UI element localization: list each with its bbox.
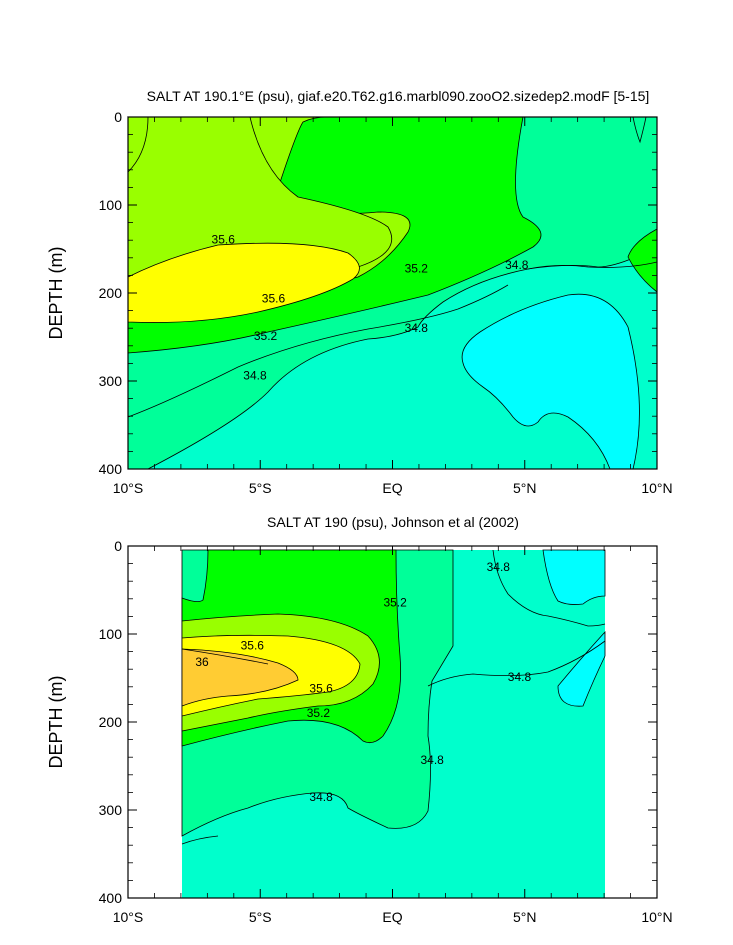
y-tick-label: 0 [114,109,122,125]
contour-label: 34.8 [505,258,529,272]
y-tick-label: 100 [99,626,123,642]
contour-labels: 35.6 36 35.6 35.2 34.8 35.2 34.8 34.8 34.8 [195,560,532,804]
fill-35.2-right [627,228,658,293]
y-tick-labels: 0 100 200 300 400 [99,109,123,477]
x-tick-label: 10°S [113,909,144,925]
fill-35.6 [127,242,360,323]
plot-area: 35.6 36 35.6 35.2 34.8 35.2 34.8 34.8 34.8 [127,545,658,899]
contour-label: 35.6 [309,682,333,696]
y-tick-label: 300 [99,373,123,389]
plot-area: 35.6 35.6 35.2 34.8 35.2 34.8 34.8 [127,116,658,470]
x-tick-labels: 10°S 5°S EQ 5°N 10°N [113,909,673,925]
x-tick-label: 5°S [249,480,272,496]
contour-label: 35.2 [383,595,407,609]
y-axis-label: DEPTH (m) [46,247,66,340]
fill-34.6-ne [542,549,606,605]
contour-label: 36 [195,655,209,669]
fill-34.6-east [557,630,606,707]
x-tick-label: EQ [382,480,402,496]
contour-label: 35.6 [262,291,286,305]
contour-34.8-upper-right [527,261,658,270]
contour-34.8-east [427,640,606,687]
panel-observed: SALT AT 190 (psu), Johnson et al (2002) … [46,514,673,925]
x-tick-label: 5°N [513,909,537,925]
contour-34.8-far-right [632,116,647,144]
y-axis-label: DEPTH (m) [46,676,66,769]
contour-label: 34.8 [487,560,511,574]
contour-label: 35.6 [241,638,265,652]
panel-model: SALT AT 190.1°E (psu), giaf.e20.T62.g16.… [46,88,673,496]
x-tick-label: EQ [382,909,402,925]
y-tick-label: 200 [99,285,123,301]
contour-label: 35.2 [307,706,331,720]
contour-label: 35.2 [254,329,278,343]
contour-label: 34.8 [309,790,333,804]
y-tick-label: 300 [99,802,123,818]
contour-label: 34.8 [405,321,429,335]
panel-title: SALT AT 190 (psu), Johnson et al (2002) [267,514,519,530]
contour-36-edge [181,648,269,665]
y-tick-label: 0 [114,538,122,554]
tick-marks [127,116,658,470]
tick-marks [127,545,658,899]
x-tick-label: 10°N [641,909,672,925]
y-tick-label: 100 [99,197,123,213]
y-tick-labels: 0 100 200 300 400 [99,538,123,906]
contour-label: 34.8 [508,670,532,684]
contour-34.8-ne [492,549,606,627]
y-tick-label: 400 [99,890,123,906]
x-tick-labels: 10°S 5°S EQ 5°N 10°N [113,480,673,496]
contour-deep [181,835,219,845]
contour-labels: 35.6 35.6 35.2 34.8 35.2 34.8 34.8 [212,232,529,383]
contour-label: 34.8 [420,753,444,767]
contour-label: 35.2 [405,261,429,275]
x-tick-label: 5°S [249,909,272,925]
contour-lower-left [127,284,509,418]
x-tick-label: 5°N [513,480,537,496]
y-tick-label: 400 [99,461,123,477]
fill-35.8 [181,648,299,707]
contour-label: 35.6 [212,232,236,246]
y-tick-label: 200 [99,714,123,730]
panel-title: SALT AT 190.1°E (psu), giaf.e20.T62.g16.… [147,88,650,104]
x-tick-label: 10°S [113,480,144,496]
x-tick-label: 10°N [641,480,672,496]
contour-label: 34.8 [243,369,267,383]
